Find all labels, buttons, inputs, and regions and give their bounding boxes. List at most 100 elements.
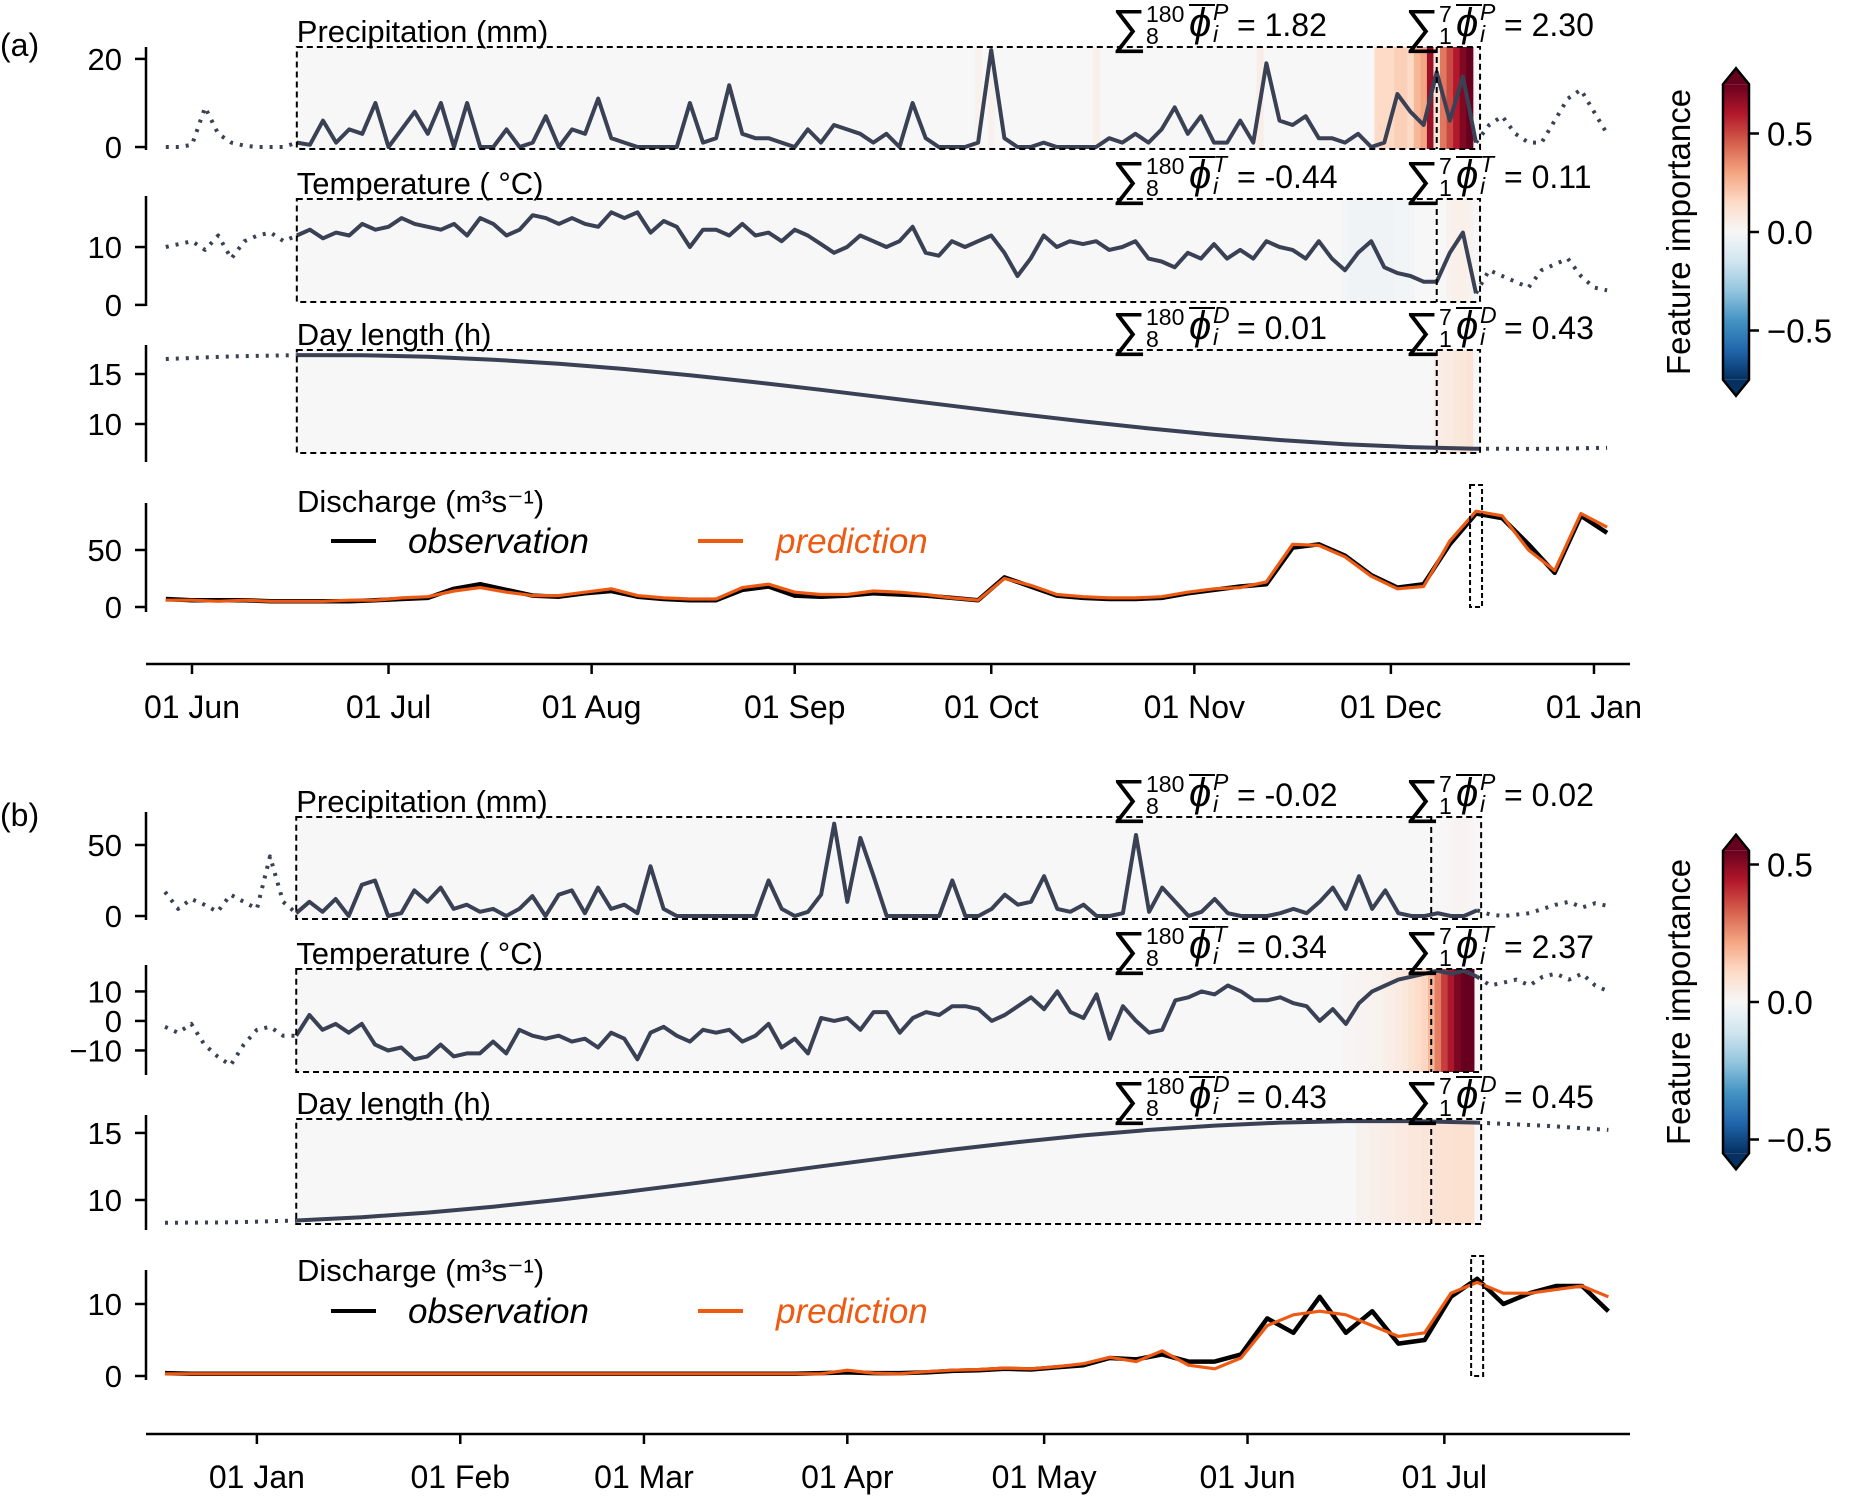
importance-column [1467, 1119, 1475, 1224]
index-subscript: i [1480, 791, 1486, 817]
sum-value: = 0.45 [1504, 1079, 1594, 1115]
subplot-title: Precipitation (mm) [296, 784, 547, 819]
importance-column [1382, 1119, 1390, 1224]
importance-column [1387, 199, 1395, 302]
colorbar-gradient [1723, 84, 1749, 380]
subplot-discharge: 0 10 Discharge (m³s⁻¹) observation predictio… [88, 1253, 1610, 1394]
summation-sign: ∑ [1112, 923, 1146, 976]
importance-column [1441, 969, 1449, 1072]
x-axis: 01 Jun 01 Jul 01 Aug 01 Sep 01 Oct 01 Nov 01 D… [144, 662, 1642, 725]
summation-sign: ∑ [1405, 1, 1439, 54]
x-tick-label: 01 Jan [1546, 689, 1642, 725]
sum-importance-days-1-7: ∑ 71 ϕ Di = 0.45 [1405, 1071, 1594, 1126]
importance-column [1459, 47, 1467, 149]
feature-superscript: P [1480, 0, 1496, 25]
input-window-frame [295, 198, 1482, 303]
sum-upper-limit: 7 [1439, 304, 1452, 330]
sum-value: = 0.02 [1504, 777, 1594, 813]
importance-column [1421, 1119, 1429, 1224]
x-tick-label: 01 Jul [1402, 1459, 1487, 1495]
x-tick-label: 01 Nov [1144, 689, 1245, 725]
importance-column [1408, 969, 1416, 1072]
y-tick-label: 10 [88, 1183, 122, 1218]
colorbar-tick-label: 0.0 [1767, 214, 1813, 251]
colorbar: 0.5 0.0 −0.5 Feature importance [1660, 832, 1832, 1172]
series-before-window [165, 353, 297, 361]
y-tick-label: 0 [105, 130, 122, 165]
importance-column [1407, 47, 1415, 149]
summation-sign: ∑ [1405, 923, 1439, 976]
importance-column [1375, 1119, 1383, 1224]
importance-column [1400, 199, 1408, 302]
input-window-frame [295, 1118, 1483, 1225]
series-in-window [295, 210, 1478, 294]
importance-column [1348, 199, 1356, 302]
y-tick-label: 0 [105, 1004, 122, 1039]
importance-column [1434, 969, 1442, 1072]
importance-column [1341, 199, 1349, 302]
importance-column [1447, 969, 1455, 1072]
sum-value: = 1.82 [1237, 7, 1327, 43]
importance-column [987, 47, 996, 149]
sum-value: = 0.43 [1237, 1079, 1327, 1115]
importance-column [1092, 47, 1100, 149]
importance-column [1387, 47, 1395, 149]
feature-superscript: D [1213, 1071, 1230, 1097]
index-subscript: i [1213, 791, 1219, 817]
sum-value: = 2.37 [1504, 929, 1594, 965]
legend-observation-label: observation [408, 522, 589, 561]
colorbar-tick-label: 0.0 [1767, 984, 1813, 1021]
series-after-window [1475, 445, 1608, 451]
importance-column [1381, 199, 1389, 302]
importance-column [1459, 199, 1467, 302]
importance-column [1460, 817, 1468, 919]
importance-column [1467, 817, 1475, 919]
feature-superscript: T [1213, 921, 1229, 947]
input-window-background [296, 350, 1481, 453]
series-before-window [163, 854, 298, 915]
sum-upper-limit: 7 [1439, 1073, 1452, 1099]
index-subscript: i [1480, 1093, 1486, 1119]
sum-lower-limit: 1 [1439, 1095, 1452, 1121]
y-tick-label: 10 [88, 1287, 122, 1322]
index-subscript: i [1213, 943, 1219, 969]
importance-column [1454, 1119, 1462, 1224]
y-tick-label: 0 [105, 590, 122, 625]
summation-sign: ∑ [1112, 1, 1146, 54]
x-tick-label: 01 May [992, 1459, 1097, 1495]
importance-column [1367, 199, 1376, 302]
importance-column [1388, 1119, 1396, 1224]
sum-importance-days-1-7: ∑ 71 ϕ Pi = 2.30 [1405, 0, 1594, 54]
series-in-window [294, 821, 1478, 918]
summation-sign: ∑ [1405, 771, 1439, 824]
importance-column [1394, 199, 1402, 302]
legend-prediction-label: prediction [775, 1292, 928, 1331]
importance-column [1395, 1119, 1403, 1224]
phi-symbol: ϕ [1456, 923, 1478, 967]
summation-sign: ∑ [1112, 304, 1146, 357]
series-in-window [296, 353, 1477, 451]
colorbar-extend-min [1723, 379, 1749, 396]
sum-value: = 0.01 [1237, 310, 1327, 346]
importance-column [1355, 1119, 1363, 1224]
importance-column [1407, 199, 1415, 302]
input-window-background [296, 817, 1482, 919]
importance-column [1421, 969, 1429, 1072]
legend: observation prediction [331, 522, 928, 561]
sum-upper-limit: 180 [1146, 923, 1184, 949]
y-tick-label: 0 [105, 1359, 122, 1394]
sum-value: = 2.30 [1504, 7, 1594, 43]
series-after-window [1474, 87, 1609, 145]
x-tick-label: 01 Jul [346, 689, 431, 725]
importance-column [1460, 1119, 1468, 1224]
importance-column [1381, 47, 1389, 149]
colorbar-label: Feature importance [1660, 89, 1697, 375]
importance-column [1466, 47, 1474, 149]
index-subscript: i [1480, 21, 1486, 47]
importance-column [1446, 350, 1454, 453]
legend-prediction-label: prediction [775, 522, 928, 561]
legend: observation prediction [331, 1292, 928, 1331]
